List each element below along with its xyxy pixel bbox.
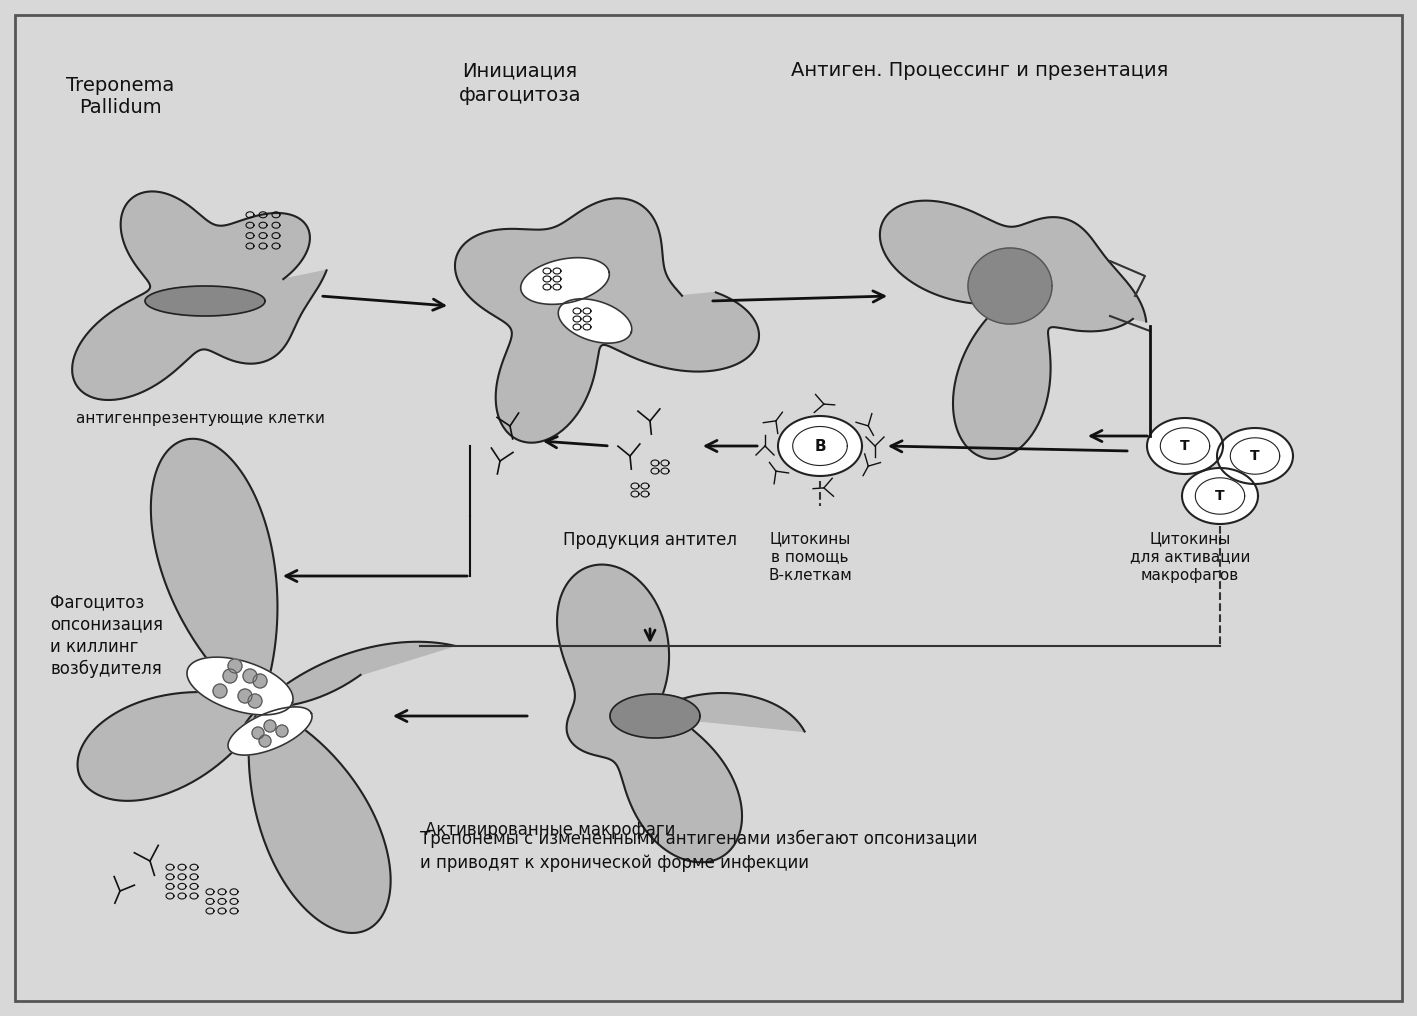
Text: Активированные макрофаги: Активированные макрофаги — [425, 821, 674, 839]
Text: Treponema
Pallidum: Treponema Pallidum — [65, 76, 174, 117]
Polygon shape — [1217, 428, 1292, 484]
Circle shape — [228, 659, 242, 673]
Text: T: T — [1216, 489, 1224, 503]
Text: Продукция антител: Продукция антител — [563, 531, 737, 549]
Polygon shape — [78, 439, 455, 933]
Polygon shape — [558, 299, 632, 343]
Polygon shape — [228, 707, 312, 755]
Text: Цитокины
в помощь
В-клеткам: Цитокины в помощь В-клеткам — [768, 531, 852, 583]
Polygon shape — [557, 565, 805, 863]
Text: T: T — [1180, 439, 1190, 453]
FancyBboxPatch shape — [16, 15, 1401, 1001]
Text: Антиген. Процессинг и презентация: Антиген. Процессинг и презентация — [791, 61, 1169, 80]
Circle shape — [254, 674, 266, 688]
Polygon shape — [520, 258, 609, 305]
Circle shape — [238, 689, 252, 703]
Circle shape — [213, 684, 227, 698]
Text: T: T — [1250, 449, 1260, 463]
Polygon shape — [72, 191, 326, 400]
Circle shape — [276, 725, 288, 737]
Polygon shape — [145, 285, 265, 316]
Circle shape — [248, 694, 262, 708]
Polygon shape — [1182, 468, 1258, 524]
Text: Цитокины
для активации
макрофагов: Цитокины для активации макрофагов — [1129, 531, 1250, 583]
Polygon shape — [968, 248, 1051, 324]
Circle shape — [264, 720, 276, 732]
Polygon shape — [1146, 418, 1223, 474]
Polygon shape — [455, 198, 760, 443]
Polygon shape — [880, 200, 1146, 459]
Polygon shape — [609, 694, 700, 738]
Text: антигенпрезентующие клетки: антигенпрезентующие клетки — [75, 411, 324, 426]
Circle shape — [259, 735, 271, 747]
Polygon shape — [778, 416, 862, 477]
Text: Трепонемы с измененными антигенами избегают опсонизации
и приводят к хронической: Трепонемы с измененными антигенами избег… — [419, 830, 978, 872]
Text: Фагоцитоз
опсонизация
и киллинг
возбудителя: Фагоцитоз опсонизация и киллинг возбудит… — [50, 593, 163, 679]
Text: Инициация
фагоцитоза: Инициация фагоцитоза — [459, 61, 581, 105]
Circle shape — [252, 727, 264, 739]
Circle shape — [242, 669, 256, 683]
Text: B: B — [815, 439, 826, 453]
Circle shape — [222, 669, 237, 683]
Polygon shape — [187, 657, 293, 715]
